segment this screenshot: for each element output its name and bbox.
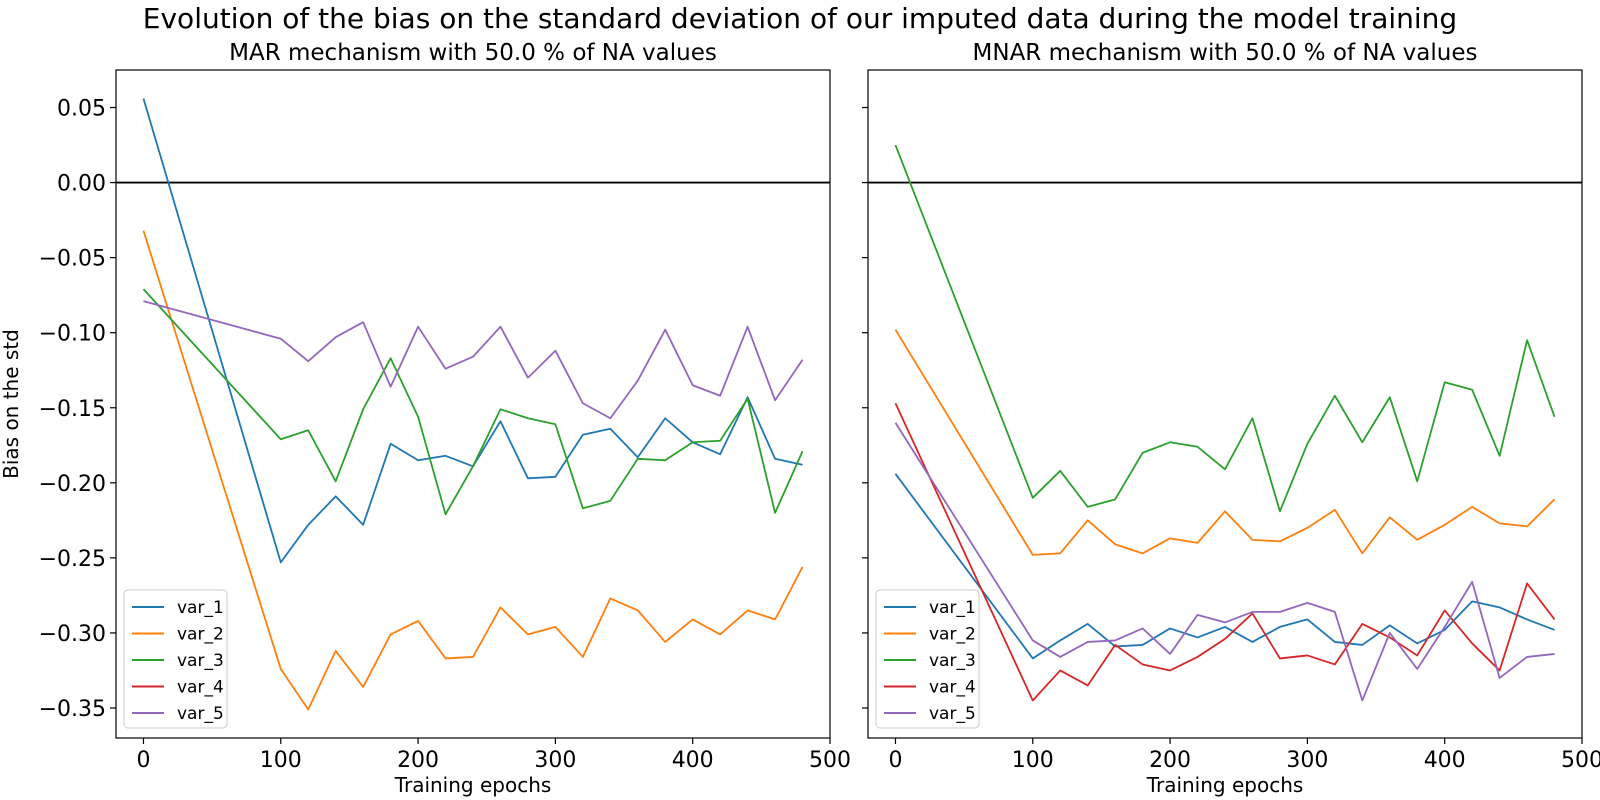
mnar-xlabel: Training epochs xyxy=(1146,773,1304,797)
mar-ytick-label: −0.30 xyxy=(39,622,106,647)
mar-xlabel: Training epochs xyxy=(394,773,552,797)
mnar-legend-label-var4: var_4 xyxy=(929,678,976,698)
mar-legend-label-var2: var_2 xyxy=(177,625,224,645)
mar-ytick-label: −0.10 xyxy=(39,322,106,347)
mnar-series-group xyxy=(894,144,1556,702)
mnar-legend-label-var2: var_2 xyxy=(929,625,976,645)
mar-series-var1-line xyxy=(142,98,803,564)
mar-xtick-label: 100 xyxy=(260,748,302,773)
figure-suptitle: Evolution of the bias on the standard de… xyxy=(143,2,1457,35)
mar-xtick-label: 0 xyxy=(136,748,150,773)
mar-ytick-label: 0.05 xyxy=(57,97,106,122)
mar-series-var3-line xyxy=(142,288,804,516)
mnar-axes-frame xyxy=(867,69,1583,739)
mnar-xtick-label: 0 xyxy=(888,748,902,773)
mnar-xtick-label: 400 xyxy=(1424,748,1466,773)
mnar-legend-label-var5: var_5 xyxy=(929,704,976,724)
mar-title: MAR mechanism with 50.0 % of NA values xyxy=(229,40,717,66)
mnar-series-var4-line xyxy=(894,402,1556,702)
mar-ytick-label: −0.25 xyxy=(39,547,106,572)
mnar-xtick-label: 200 xyxy=(1149,748,1191,773)
mnar-xtick-label: 500 xyxy=(1561,748,1600,773)
mar-legend-label-var5: var_5 xyxy=(177,704,224,724)
mar-xtick-label: 400 xyxy=(672,748,714,773)
mnar-title: MNAR mechanism with 50.0 % of NA values xyxy=(973,40,1478,66)
mar-ytick-label: −0.20 xyxy=(39,472,106,497)
mnar-series-var5-line xyxy=(894,422,1555,702)
mar-xtick-label: 500 xyxy=(809,748,851,773)
mar-legend-label-var1: var_1 xyxy=(177,598,224,618)
mnar-legend-box xyxy=(875,589,980,729)
mar-ytick-label: −0.15 xyxy=(39,397,106,422)
mar-ytick-label: −0.35 xyxy=(39,697,106,722)
subplot-mar: MAR mechanism with 50.0 % of NA values 0 1… xyxy=(0,40,851,797)
mnar-xtick-label: 100 xyxy=(1012,748,1054,773)
mar-ytick-label: −0.05 xyxy=(39,247,106,272)
mar-legend: var_1 var_2 var_3 var_4 var_5 xyxy=(123,589,228,729)
mar-legend-label-var3: var_3 xyxy=(177,651,224,671)
mar-series-group xyxy=(142,98,804,711)
mar-xtick-label: 300 xyxy=(534,748,576,773)
mar-series-var2-line xyxy=(142,230,804,711)
mar-axes-frame xyxy=(115,69,831,739)
mar-series-var5-line xyxy=(143,300,804,420)
mnar-xtick-label: 300 xyxy=(1286,748,1328,773)
mnar-series-var3-line xyxy=(894,144,1556,513)
mar-ytick-label: 0.00 xyxy=(57,172,106,197)
mar-xtick-label: 200 xyxy=(397,748,439,773)
mnar-legend-label-var1: var_1 xyxy=(929,598,976,618)
mnar-series-var1-line xyxy=(894,473,1555,660)
mnar-legend-label-var3: var_3 xyxy=(929,651,976,671)
mnar-series-var2-line xyxy=(894,329,1556,556)
mar-legend-box xyxy=(123,589,228,729)
subplot-mnar: MNAR mechanism with 50.0 % of NA values 0… xyxy=(862,40,1600,797)
mar-legend-label-var4: var_4 xyxy=(177,678,224,698)
mnar-legend: var_1 var_2 var_3 var_4 var_5 xyxy=(875,589,980,729)
mar-ylabel: Bias on the std xyxy=(0,329,23,479)
